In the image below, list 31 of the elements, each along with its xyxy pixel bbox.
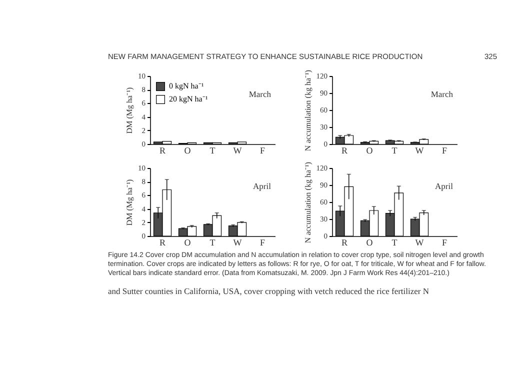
x-tick-label: R: [159, 146, 166, 156]
x-tick-label: O: [366, 238, 374, 248]
x-tick-label: T: [210, 146, 216, 156]
y-axis-title: N accumulation (kg ha⁻¹): [303, 70, 312, 152]
x-tick-label: W: [415, 146, 424, 156]
legend-label: 20 kgN ha⁻¹: [169, 94, 208, 104]
x-tick-label: O: [366, 146, 374, 156]
text: April: [253, 181, 272, 191]
legend-label: 0 kgN ha⁻¹: [169, 82, 204, 90]
x-tick-label: F: [442, 146, 448, 156]
x-tick-label: T: [392, 238, 398, 248]
x-tick-label: W: [233, 238, 242, 248]
x-tick-label: T: [210, 238, 216, 248]
x-tick-label: T: [392, 146, 398, 156]
text: March: [430, 89, 454, 99]
x-tick-label: R: [159, 238, 166, 248]
x-tick-label: W: [415, 238, 424, 248]
text: April: [435, 181, 454, 191]
x-tick-label: O: [184, 146, 192, 156]
y-axis-title: DM (Mg ha⁻¹): [125, 179, 134, 226]
text: March: [248, 89, 272, 99]
x-tick-label: F: [260, 238, 266, 248]
x-tick-label: R: [341, 238, 348, 248]
x-tick-label: O: [184, 238, 192, 248]
y-axis-title: DM (Mg ha⁻¹): [125, 87, 134, 134]
x-tick-label: R: [341, 146, 348, 156]
x-tick-label: F: [260, 146, 266, 156]
x-tick-label: W: [233, 146, 242, 156]
x-tick-label: F: [442, 238, 448, 248]
y-axis-title: N accumulation (kg ha⁻¹): [303, 162, 312, 244]
text: and Sutter counties in California, USA, cover cropping with vetch reduced the rice fertilizer N: [108, 286, 430, 297]
